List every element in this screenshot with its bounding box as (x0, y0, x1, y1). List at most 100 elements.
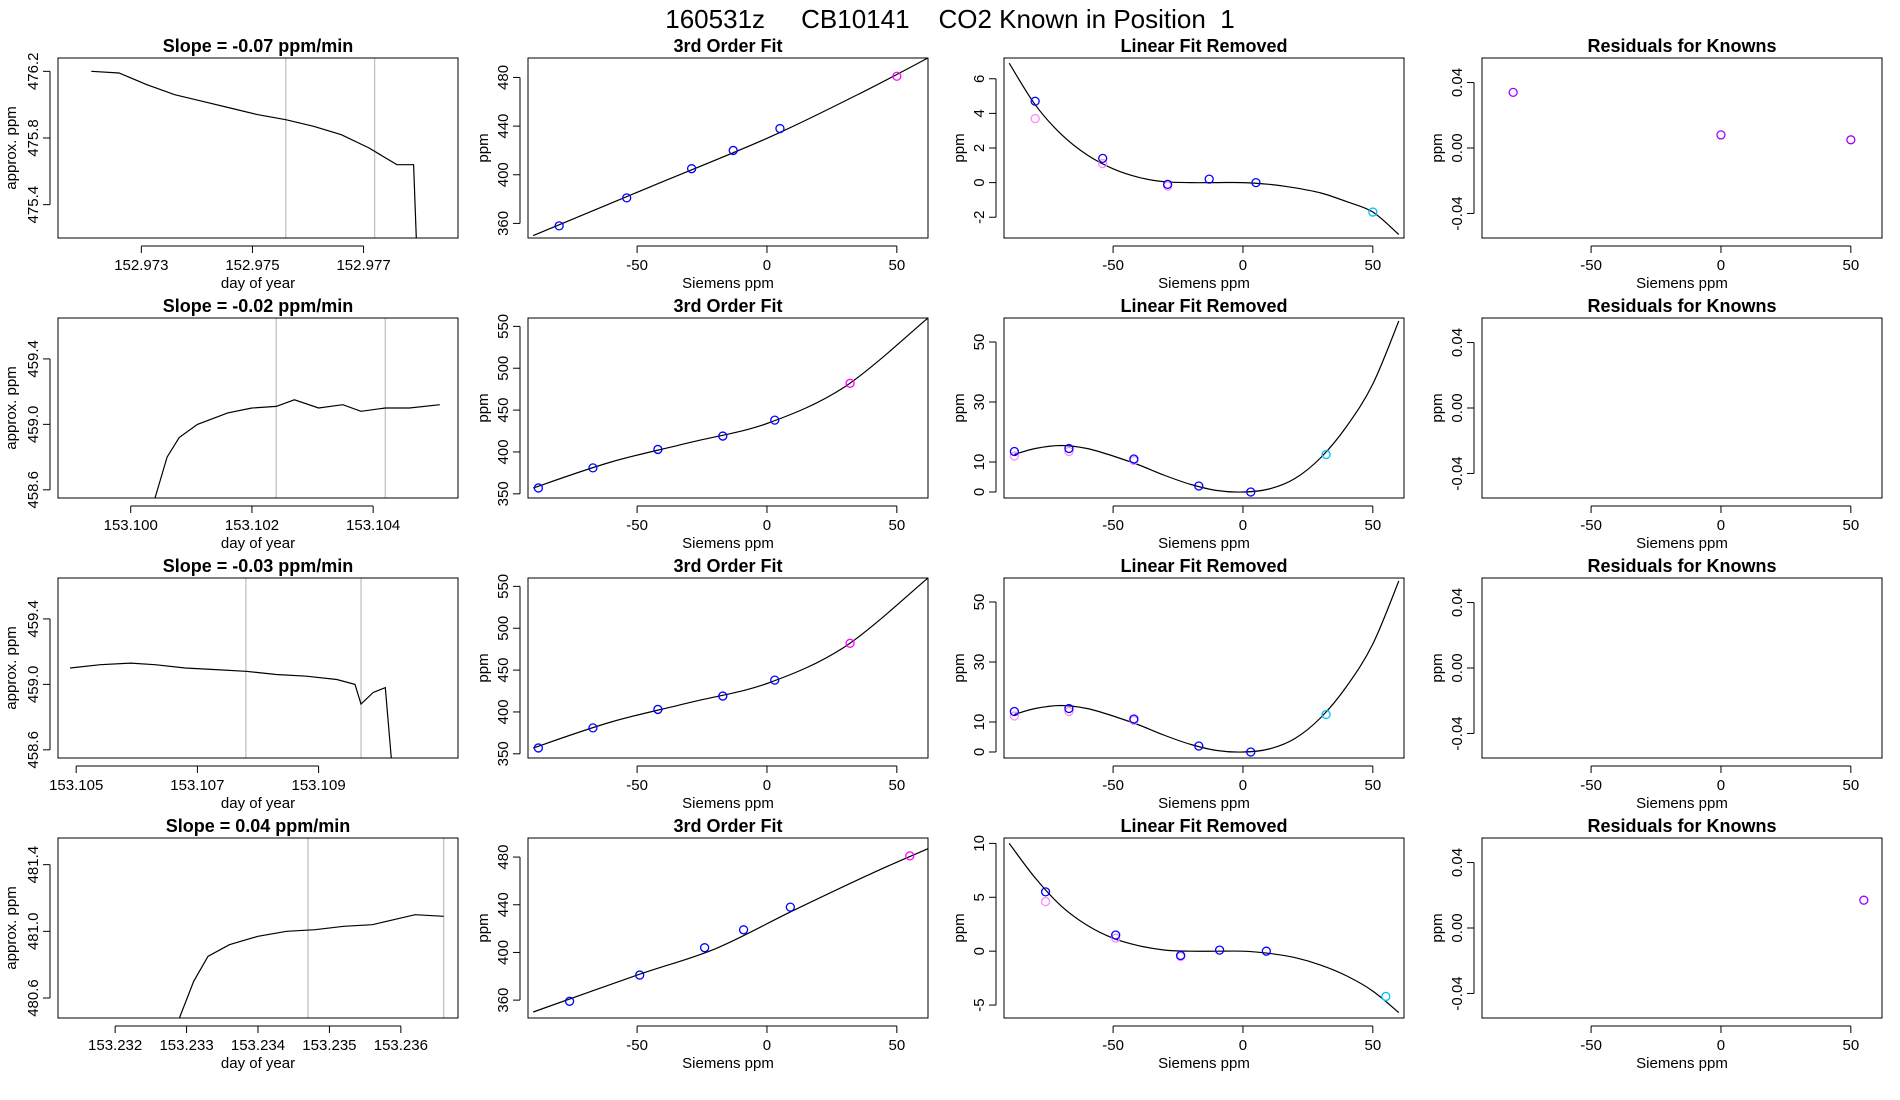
plot-area (533, 578, 928, 749)
x-axis-label: Siemens ppm (1158, 275, 1250, 292)
data-point (653, 704, 663, 715)
y-axis-label: ppm (475, 653, 492, 682)
fit-curve (1008, 843, 1400, 1014)
data-point (1040, 887, 1051, 897)
y-tick-label: -0.04 (1449, 716, 1466, 750)
panel-13: Slope = 0.04 ppm/min 153.232 153.233 153.23… (3, 816, 459, 1072)
series-line (70, 662, 392, 758)
x-axis-label: day of year (221, 795, 295, 812)
series-line (178, 914, 444, 1018)
plot-frame (1003, 57, 1405, 239)
data-point (1064, 703, 1074, 714)
x-axis-label: Siemens ppm (1636, 535, 1728, 552)
x-axis-label: day of year (221, 275, 295, 292)
panel-10: 3rd Order Fit -50 0 50 Siemens ppm 350 400 450 5… (475, 556, 929, 812)
y-tick-label: 0 (971, 178, 988, 186)
y-tick-label: 360 (495, 211, 512, 236)
fit-curve (1014, 580, 1400, 753)
x-tick-label: 50 (888, 1037, 905, 1054)
y-tick-label: 458.6 (25, 471, 42, 509)
plot-frame (527, 837, 929, 1019)
x-tick-label: 50 (1364, 777, 1381, 794)
data-point (622, 193, 632, 203)
panel-title: Slope = -0.02 ppm/min (163, 296, 354, 316)
x-tick-label: 50 (1364, 517, 1381, 534)
plot-frame (1481, 577, 1883, 759)
y-tick-label: 0.04 (1449, 68, 1466, 97)
panel-title: Slope = -0.03 ppm/min (163, 556, 354, 576)
y-tick-label: 450 (495, 398, 512, 423)
panel-2: 3rd Order Fit -50 0 50 Siemens ppm 360 400 440 4… (475, 36, 929, 292)
x-tick-label: -50 (626, 1037, 648, 1054)
plot-area (1008, 62, 1400, 235)
x-tick-label: 50 (1842, 517, 1859, 534)
data-point (1009, 451, 1020, 461)
data-point (718, 691, 728, 701)
y-tick-label: 10 (971, 454, 988, 471)
data-point (588, 463, 598, 473)
data-point (1111, 930, 1121, 940)
x-axis-label: Siemens ppm (1158, 1055, 1250, 1072)
x-tick-label: 50 (1842, 257, 1859, 274)
data-point (1129, 714, 1139, 724)
panel-title: Residuals for Knowns (1587, 296, 1776, 316)
y-tick-label: 0.00 (1449, 133, 1466, 162)
plot-area (1014, 320, 1400, 493)
x-tick-label: 152.975 (225, 257, 279, 274)
panel-12: Residuals for Knowns -50 0 50 Siemens ppm -0.… (1429, 556, 1883, 812)
data-point (1064, 446, 1074, 457)
panel-title: Linear Fit Removed (1120, 816, 1287, 836)
panel-title: 3rd Order Fit (673, 556, 782, 576)
panel-8: Residuals for Knowns -50 0 50 Siemens ppm -0.… (1429, 296, 1883, 552)
x-tick-label: -50 (626, 257, 648, 274)
data-point (1214, 945, 1225, 955)
y-axis-label: approx. ppm (3, 626, 20, 709)
x-axis-label: Siemens ppm (1636, 795, 1728, 812)
x-axis-label: Siemens ppm (1158, 795, 1250, 812)
plot-area (1008, 843, 1400, 1014)
data-point (699, 943, 710, 953)
y-tick-label: 0.04 (1449, 328, 1466, 357)
y-axis-label: ppm (951, 653, 968, 682)
x-tick-label: 153.234 (231, 1037, 285, 1054)
data-point (653, 444, 663, 455)
panel-title: Residuals for Knowns (1587, 556, 1776, 576)
y-tick-label: 0.00 (1449, 913, 1466, 942)
y-tick-label: 10 (971, 714, 988, 731)
x-tick-label: 153.107 (170, 777, 224, 794)
y-axis-label: approx. ppm (3, 366, 20, 449)
panel-3: Linear Fit Removed -50 0 50 Siemens ppm -2 0 2 4… (951, 36, 1405, 292)
data-point (686, 164, 697, 174)
data-point (770, 675, 780, 685)
plot-frame (527, 317, 929, 499)
plot-area (178, 838, 445, 1018)
data-point (1261, 946, 1271, 956)
panel-14: 3rd Order Fit -50 0 50 Siemens ppm 360 400 440 4… (475, 816, 929, 1072)
y-axis-label: ppm (1429, 133, 1446, 162)
plot-frame (1003, 837, 1405, 1019)
y-tick-label: 459.0 (25, 406, 42, 444)
y-axis-label: ppm (1429, 653, 1446, 682)
data-point (533, 743, 544, 753)
y-tick-label: 0.00 (1449, 393, 1466, 422)
data-point (1009, 706, 1020, 717)
panel-title: Linear Fit Removed (1120, 556, 1287, 576)
plot-frame (57, 317, 459, 499)
x-tick-label: -50 (1102, 257, 1124, 274)
data-point (533, 483, 544, 493)
data-point (588, 723, 598, 733)
x-tick-label: 50 (1842, 1037, 1859, 1054)
data-point (1030, 96, 1040, 106)
y-tick-label: 0.04 (1449, 588, 1466, 617)
y-tick-label: 50 (971, 334, 988, 351)
data-point (1204, 174, 1214, 184)
data-point (845, 638, 855, 648)
x-tick-label: 153.236 (374, 1037, 428, 1054)
fit-curve (1014, 320, 1400, 493)
x-tick-label: 50 (1842, 777, 1859, 794)
y-tick-label: 360 (495, 988, 512, 1013)
plot-area (532, 58, 928, 237)
y-axis-label: ppm (1429, 913, 1446, 942)
y-axis-label: ppm (951, 133, 968, 162)
